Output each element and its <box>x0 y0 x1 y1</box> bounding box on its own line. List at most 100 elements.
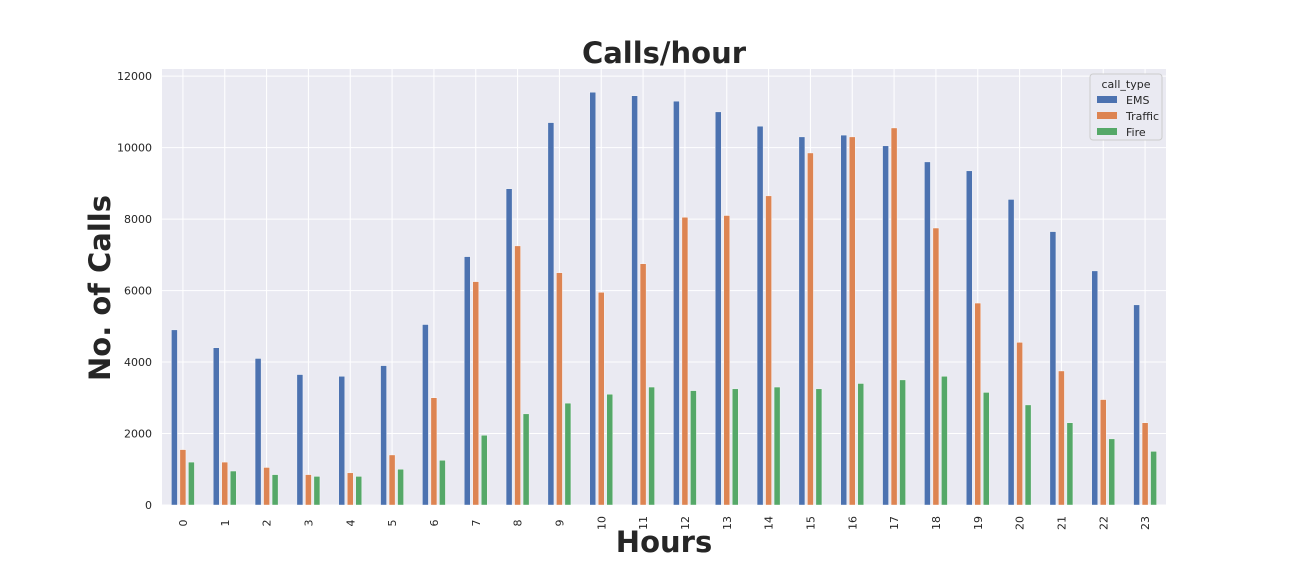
bar-fire-11 <box>648 386 655 506</box>
bar-ems-6 <box>422 324 429 506</box>
bar-fire-13 <box>732 388 739 506</box>
x-axis-label: Hours <box>616 525 712 559</box>
bar-ems-12 <box>673 100 680 506</box>
bar-ems-4 <box>338 376 345 506</box>
bar-traffic-16 <box>849 136 856 506</box>
x-tick-label: 15 <box>804 516 817 530</box>
bar-ems-13 <box>715 111 722 506</box>
bar-ems-10 <box>589 92 596 506</box>
bar-ems-15 <box>798 136 806 506</box>
x-tick-label: 10 <box>595 516 608 530</box>
bar-fire-7 <box>481 435 488 506</box>
x-tick-label: 20 <box>1014 516 1027 530</box>
bar-fire-8 <box>522 413 530 506</box>
bar-ems-11 <box>631 95 638 506</box>
bar-fire-5 <box>397 469 404 506</box>
bar-fire-3 <box>313 476 321 506</box>
x-tick-label: 14 <box>763 516 776 530</box>
legend-swatch-fire <box>1097 128 1117 135</box>
y-tick-label: 2000 <box>124 428 152 441</box>
bar-traffic-15 <box>807 152 814 506</box>
x-tick-label: 16 <box>846 516 859 530</box>
bar-fire-14 <box>773 386 781 506</box>
bar-traffic-1 <box>221 461 228 506</box>
bar-ems-19 <box>966 170 973 506</box>
bar-traffic-22 <box>1100 399 1107 506</box>
bar-traffic-2 <box>263 467 270 506</box>
x-tick-label: 9 <box>553 520 566 527</box>
x-tick-label: 6 <box>428 520 441 527</box>
bar-fire-21 <box>1066 422 1074 506</box>
bar-ems-8 <box>505 188 513 506</box>
y-tick-label: 6000 <box>124 285 152 298</box>
bar-fire-1 <box>230 470 237 506</box>
bar-traffic-12 <box>681 217 689 506</box>
legend-label-traffic: Traffic <box>1125 110 1159 123</box>
bar-fire-9 <box>564 402 572 506</box>
x-tick-label: 8 <box>512 520 525 527</box>
bar-fire-16 <box>857 383 864 506</box>
bar-ems-1 <box>213 347 220 506</box>
x-tick-label: 11 <box>637 516 650 530</box>
x-tick-label: 2 <box>261 520 274 527</box>
bar-fire-15 <box>815 388 823 506</box>
bar-traffic-4 <box>347 472 354 506</box>
bar-fire-0 <box>188 461 195 506</box>
x-tick-label: 21 <box>1055 516 1068 530</box>
bar-ems-20 <box>1007 199 1015 506</box>
x-tick-label: 3 <box>302 520 315 527</box>
x-tick-label: 13 <box>721 516 734 530</box>
x-tick-label: 4 <box>344 520 357 527</box>
x-axis-ticks: 0 1 2 3 4 5 6 7 8 9 10 11 12 13 14 15 16 17 18 19 20 21 22 23 <box>177 516 1152 530</box>
bar-fire-18 <box>941 376 948 506</box>
bar-fire-10 <box>606 394 613 506</box>
bar-traffic-13 <box>723 215 730 506</box>
bar-ems-21 <box>1049 231 1057 506</box>
bar-traffic-23 <box>1141 422 1149 506</box>
x-tick-label: 7 <box>470 520 483 527</box>
legend: call_type EMS Traffic Fire <box>1089 73 1163 141</box>
bars <box>171 92 1157 506</box>
bar-ems-22 <box>1091 270 1098 506</box>
bar-fire-4 <box>355 476 362 506</box>
bar-traffic-19 <box>974 302 981 506</box>
bar-traffic-0 <box>179 449 187 506</box>
y-tick-label: 0 <box>145 499 152 512</box>
bar-fire-12 <box>690 390 697 506</box>
y-tick-label: 8000 <box>124 213 152 226</box>
bar-traffic-5 <box>388 454 396 506</box>
bar-fire-20 <box>1024 404 1032 506</box>
x-tick-label: 5 <box>386 520 399 527</box>
legend-label-fire: Fire <box>1126 126 1146 139</box>
x-tick-label: 0 <box>177 520 190 527</box>
chart-title: Calls/hour <box>582 36 747 70</box>
bar-ems-14 <box>756 125 764 506</box>
bar-traffic-17 <box>890 127 898 506</box>
bar-ems-17 <box>882 145 889 506</box>
legend-box <box>1089 73 1163 141</box>
bar-traffic-8 <box>514 245 521 506</box>
legend-title: call_type <box>1102 78 1151 91</box>
y-axis-ticks: 0 2000 4000 6000 8000 10000 12000 <box>117 70 152 512</box>
y-axis-label: No. of Calls <box>83 195 117 381</box>
bar-ems-16 <box>840 134 847 506</box>
bar-traffic-21 <box>1058 370 1065 506</box>
bar-ems-7 <box>464 256 471 506</box>
x-tick-label: 19 <box>972 516 985 530</box>
bar-traffic-20 <box>1016 342 1023 506</box>
bar-ems-0 <box>171 329 178 506</box>
plot-area <box>162 69 1166 505</box>
x-tick-label: 12 <box>679 516 692 530</box>
bar-fire-17 <box>899 379 906 506</box>
bar-ems-23 <box>1133 304 1140 506</box>
bar-ems-5 <box>380 365 387 506</box>
legend-label-ems: EMS <box>1126 94 1149 107</box>
x-tick-label: 22 <box>1097 516 1110 530</box>
bar-ems-3 <box>296 374 304 506</box>
y-tick-label: 12000 <box>117 70 152 83</box>
y-tick-label: 4000 <box>124 356 152 369</box>
legend-swatch-ems <box>1097 96 1117 103</box>
bar-traffic-14 <box>765 195 772 506</box>
y-tick-label: 10000 <box>117 142 152 155</box>
